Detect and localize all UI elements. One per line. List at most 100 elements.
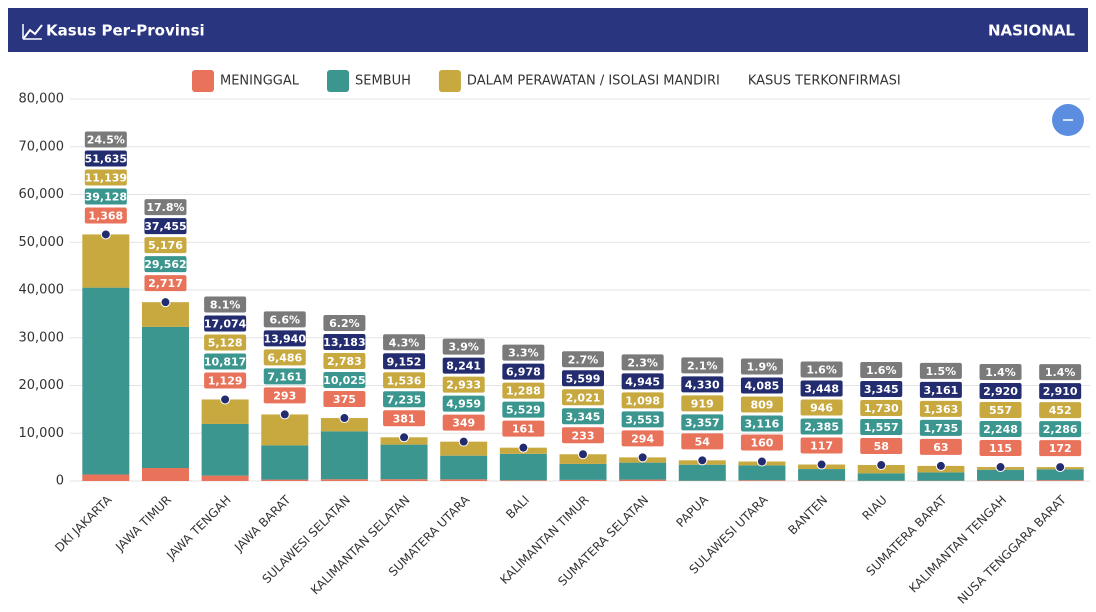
value-label-box bbox=[383, 410, 426, 427]
value-label: 5,128 bbox=[208, 336, 243, 349]
value-label-box bbox=[562, 408, 604, 425]
value-label-box bbox=[263, 311, 306, 328]
value-label-box bbox=[621, 373, 664, 390]
value-label-box bbox=[84, 188, 127, 205]
value-label: 117 bbox=[810, 440, 833, 453]
value-label: 293 bbox=[273, 389, 296, 402]
bar-segment bbox=[440, 479, 488, 481]
legend-item[interactable]: SEMBUH bbox=[327, 70, 411, 92]
bar-segment bbox=[261, 414, 309, 446]
bar-segment bbox=[738, 480, 786, 481]
value-label: 13,183 bbox=[323, 336, 365, 349]
total-dot bbox=[220, 394, 231, 405]
value-label: 115 bbox=[989, 442, 1012, 455]
value-label: 24.5% bbox=[87, 133, 125, 146]
value-label: 51,635 bbox=[85, 152, 127, 165]
value-label: 3,116 bbox=[745, 417, 780, 430]
x-tick-label: JAWA TENGAH bbox=[163, 493, 233, 563]
value-label: 2.7% bbox=[568, 353, 599, 366]
bar-segment bbox=[440, 441, 488, 456]
value-label: 161 bbox=[512, 423, 535, 436]
legend-item[interactable]: KASUS TERKONFIRMASI bbox=[748, 74, 901, 89]
total-dot bbox=[339, 413, 350, 424]
value-label-box bbox=[144, 237, 187, 254]
value-label: 1,098 bbox=[625, 394, 660, 407]
value-label-box bbox=[621, 430, 664, 447]
value-label: 6,486 bbox=[267, 351, 302, 364]
total-dot bbox=[458, 436, 469, 447]
legend-item[interactable]: MENINGGAL bbox=[192, 70, 300, 92]
value-label: 1.5% bbox=[926, 365, 957, 378]
value-label: 1,557 bbox=[864, 421, 899, 434]
bar-segment bbox=[82, 287, 130, 475]
value-label: 2.3% bbox=[627, 356, 658, 369]
value-label-box bbox=[442, 338, 485, 355]
value-label: 1.6% bbox=[866, 364, 897, 377]
value-label-box bbox=[1039, 383, 1082, 400]
bar-segment bbox=[559, 479, 607, 481]
value-label-box bbox=[442, 414, 485, 431]
value-label-box bbox=[144, 218, 187, 235]
value-label: 1,363 bbox=[923, 403, 958, 416]
value-label: 1,735 bbox=[923, 422, 958, 435]
y-tick-label: 40,000 bbox=[19, 283, 65, 298]
value-label: 381 bbox=[393, 412, 416, 425]
value-label: 11,139 bbox=[85, 171, 127, 184]
value-label-box bbox=[860, 400, 903, 417]
value-label-box bbox=[323, 353, 366, 370]
bar-segment bbox=[380, 479, 428, 481]
value-label: 2,920 bbox=[983, 385, 1018, 398]
value-label: 6,978 bbox=[506, 366, 541, 379]
y-tick-label: 50,000 bbox=[19, 235, 65, 250]
collapse-button[interactable] bbox=[1052, 104, 1084, 136]
total-dot bbox=[697, 455, 708, 466]
total-dot bbox=[637, 452, 648, 463]
bar-segment bbox=[738, 465, 786, 481]
bar-segment bbox=[678, 464, 726, 481]
value-label-box bbox=[919, 438, 962, 455]
value-label-box bbox=[800, 399, 843, 416]
value-label-box bbox=[383, 353, 426, 370]
value-label-box bbox=[979, 383, 1022, 400]
value-label-box bbox=[979, 440, 1022, 457]
total-dot bbox=[160, 297, 171, 308]
value-label: 10,817 bbox=[204, 355, 246, 368]
value-label: 3.9% bbox=[448, 341, 479, 354]
value-label-box bbox=[323, 315, 366, 332]
total-dot bbox=[816, 459, 827, 470]
chart-icon bbox=[23, 24, 43, 39]
value-label: 3,161 bbox=[923, 384, 958, 397]
bar-segment bbox=[141, 326, 189, 469]
legend-swatch bbox=[192, 70, 214, 92]
value-label: 1,129 bbox=[208, 374, 243, 387]
value-label-box bbox=[562, 370, 604, 387]
legend-swatch bbox=[327, 70, 349, 92]
total-dot bbox=[756, 456, 767, 467]
value-label: 2,385 bbox=[804, 421, 839, 434]
value-label: 7,161 bbox=[267, 370, 302, 383]
value-label: 2,248 bbox=[983, 423, 1018, 436]
value-label: 1.9% bbox=[747, 360, 778, 373]
value-label: 294 bbox=[631, 432, 654, 445]
bar-segment bbox=[559, 463, 607, 480]
legend-item[interactable]: DALAM PERAWATAN / ISOLASI MANDIRI bbox=[438, 70, 720, 92]
value-label: 4,945 bbox=[625, 375, 660, 388]
value-label: 946 bbox=[810, 402, 833, 415]
value-label: 2,933 bbox=[446, 379, 481, 392]
header-scope[interactable]: NASIONAL bbox=[988, 22, 1075, 40]
total-dot bbox=[1055, 462, 1066, 473]
value-label: 452 bbox=[1049, 404, 1072, 417]
total-dot bbox=[518, 442, 529, 453]
value-label: 172 bbox=[1049, 442, 1072, 455]
value-label-box bbox=[740, 434, 783, 451]
value-label: 17.8% bbox=[146, 201, 184, 214]
value-label-box bbox=[562, 389, 604, 406]
bar-segment bbox=[440, 455, 488, 480]
value-label-box bbox=[919, 419, 962, 436]
value-label: 4,085 bbox=[745, 379, 780, 392]
y-tick-label: 80,000 bbox=[19, 92, 65, 107]
value-label: 1,288 bbox=[506, 385, 541, 398]
value-label-box bbox=[979, 364, 1022, 381]
value-label: 1,536 bbox=[387, 374, 422, 387]
